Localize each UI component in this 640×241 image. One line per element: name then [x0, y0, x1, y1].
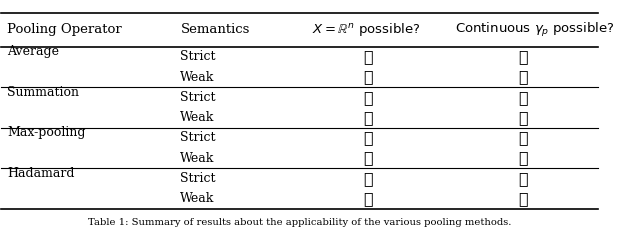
Text: ✗: ✗: [364, 89, 373, 106]
Text: Weak: Weak: [180, 152, 215, 165]
Text: ✓: ✓: [518, 48, 528, 65]
Text: ✗: ✗: [364, 48, 373, 65]
Text: Max-pooling: Max-pooling: [7, 126, 86, 139]
Text: ✗: ✗: [364, 109, 373, 126]
Text: Average: Average: [7, 45, 60, 58]
Text: Weak: Weak: [180, 111, 215, 124]
Text: ✓: ✓: [364, 190, 373, 207]
Text: Hadamard: Hadamard: [7, 167, 75, 180]
Text: Semantics: Semantics: [180, 23, 250, 36]
Text: ✓: ✓: [518, 129, 528, 146]
Text: ✓: ✓: [518, 89, 528, 106]
Text: Weak: Weak: [180, 192, 215, 205]
Text: Summation: Summation: [7, 86, 79, 99]
Text: ✓: ✓: [518, 190, 528, 207]
Text: Continuous $\gamma_p$ possible?: Continuous $\gamma_p$ possible?: [455, 21, 614, 39]
Text: Pooling Operator: Pooling Operator: [7, 23, 122, 36]
Text: ✗: ✗: [364, 68, 373, 86]
Text: ✓: ✓: [364, 129, 373, 146]
Text: $X = \mathbb{R}^n$ possible?: $X = \mathbb{R}^n$ possible?: [312, 21, 420, 39]
Text: Strict: Strict: [180, 50, 216, 63]
Text: ✗: ✗: [518, 109, 528, 126]
Text: Weak: Weak: [180, 71, 215, 84]
Text: ✓: ✓: [364, 149, 373, 167]
Text: ✗: ✗: [518, 68, 528, 86]
Text: Table 1: Summary of results about the applicability of the various pooling metho: Table 1: Summary of results about the ap…: [88, 218, 511, 227]
Text: ✗: ✗: [518, 170, 528, 187]
Text: ✓: ✓: [364, 170, 373, 187]
Text: Strict: Strict: [180, 131, 216, 144]
Text: Strict: Strict: [180, 91, 216, 104]
Text: Strict: Strict: [180, 172, 216, 185]
Text: ✓: ✓: [518, 149, 528, 167]
